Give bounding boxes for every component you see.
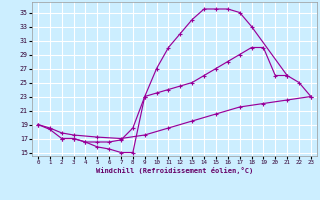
X-axis label: Windchill (Refroidissement éolien,°C): Windchill (Refroidissement éolien,°C) xyxy=(96,167,253,174)
